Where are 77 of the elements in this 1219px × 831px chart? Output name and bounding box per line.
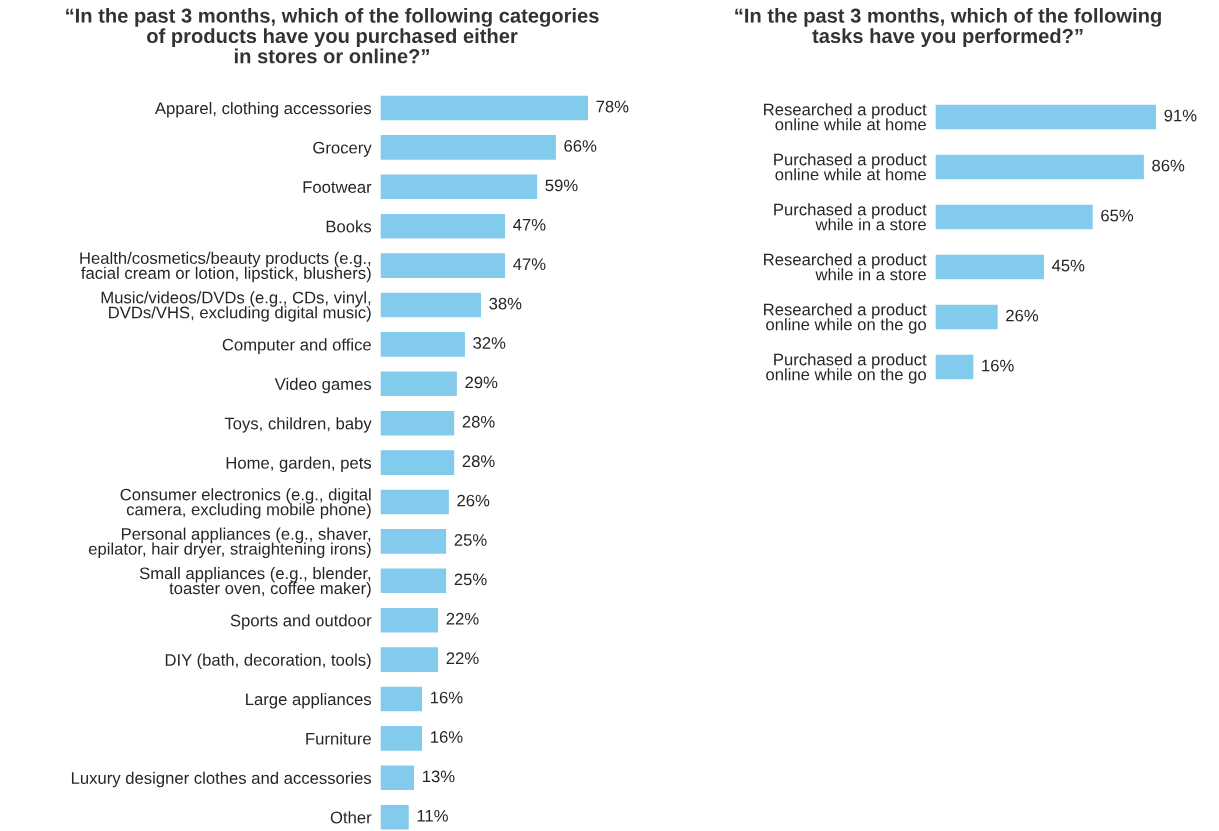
data-label: 16% (982, 359, 1014, 372)
bar (380, 330, 467, 359)
y-tick-label: Sports and outdoor (230, 614, 372, 630)
y-tick-label: Apparel, clothing accessories (154, 101, 372, 118)
y-tick-label: Researched a product online while at home (764, 103, 927, 131)
bar (380, 803, 411, 831)
bar (380, 133, 558, 162)
data-label: 26% (1006, 309, 1039, 322)
data-label: 22% (446, 652, 479, 665)
bar (935, 153, 1146, 181)
y-tick-label: Other (330, 811, 372, 824)
y-tick-label: Personal appliances (e.g., shaver, epilator, hair dryer, straightening irons) (88, 527, 371, 559)
y-tick-label: Researched a product online while on the go (764, 303, 927, 334)
bar (380, 291, 483, 319)
data-label: 45% (1051, 259, 1085, 272)
y-tick-label: Purchased a product while in a store (774, 203, 927, 231)
y-tick-label: Large appliances (246, 692, 372, 709)
data-label: 25% (454, 573, 487, 586)
bar (380, 370, 459, 398)
y-tick-label: Books (326, 220, 372, 233)
bar (380, 448, 456, 477)
bar (380, 567, 448, 595)
data-label: 28% (462, 415, 495, 428)
y-tick-label: Researched a product while in a store (764, 253, 927, 281)
bar (935, 353, 975, 381)
data-label: 22% (446, 612, 479, 625)
y-tick-label: Music/videos/DVDs (e.g., CDs, vinyl, DVDs/VHS, excluding digital music) (101, 291, 371, 322)
data-label: 16% (431, 731, 463, 743)
bar (380, 685, 424, 713)
data-label: 13% (423, 770, 455, 783)
data-label: 59% (545, 179, 578, 192)
y-tick-label: DIY (bath, decoration, tools) (165, 653, 371, 670)
bar (380, 724, 424, 753)
bar (380, 606, 440, 634)
bar (380, 251, 507, 280)
bar (935, 303, 1000, 331)
data-label: 47% (513, 258, 546, 271)
y-tick-label: Computer and office (222, 338, 371, 354)
y-tick-label: Video games (274, 377, 372, 394)
bar (380, 527, 448, 556)
data-label: 78% (596, 100, 629, 113)
data-label: 29% (465, 376, 498, 389)
data-label: 25% (454, 534, 487, 546)
y-tick-label: Purchased a product online while on the go (766, 353, 927, 384)
bar (935, 253, 1046, 281)
data-label: 16% (431, 691, 463, 704)
data-label: 65% (1101, 209, 1134, 222)
y-tick-label: Small appliances (e.g., blender, toaster oven, coffee maker) (139, 566, 371, 598)
y-tick-label: Consumer electronics (e.g., digital camera, excluding mobile phone) (120, 488, 371, 519)
y-tick-label: Grocery (313, 141, 372, 157)
y-tick-label: Toys, children, baby (224, 417, 372, 433)
bar (935, 103, 1158, 131)
y-tick-label: Furniture (306, 732, 371, 745)
data-label: 11% (417, 809, 448, 822)
data-label: 86% (1152, 159, 1185, 172)
y-tick-label: Health/cosmetics/beauty products (e.g., facial cream or lotion, lipstick, blushers) (80, 251, 371, 283)
bar (380, 409, 456, 437)
y-tick-label: Purchased a product online while at home (774, 153, 927, 181)
data-label: 28% (462, 455, 495, 468)
data-label: 66% (564, 140, 597, 152)
y-tick-label: Footwear (303, 181, 372, 193)
data-label: 38% (489, 297, 522, 310)
y-tick-label: Luxury designer clothes and accessories (71, 771, 372, 788)
bar (380, 212, 507, 240)
chart-title: “In the past 3 months, which of the following tasks have you performed?” (735, 8, 1161, 48)
bar (380, 764, 416, 792)
data-label: 26% (457, 494, 490, 507)
data-label: 32% (473, 337, 506, 349)
data-label: 91% (1164, 109, 1197, 122)
bar (380, 173, 539, 201)
bar (380, 94, 590, 122)
y-tick-label: Home, garden, pets (226, 456, 372, 473)
bar (380, 645, 440, 674)
bar (935, 203, 1095, 231)
data-label: 47% (513, 218, 546, 231)
bar (380, 488, 451, 516)
chart-title: “In the past 3 months, which of the following categories of products have you purchased either in stores or online?” (66, 8, 599, 64)
